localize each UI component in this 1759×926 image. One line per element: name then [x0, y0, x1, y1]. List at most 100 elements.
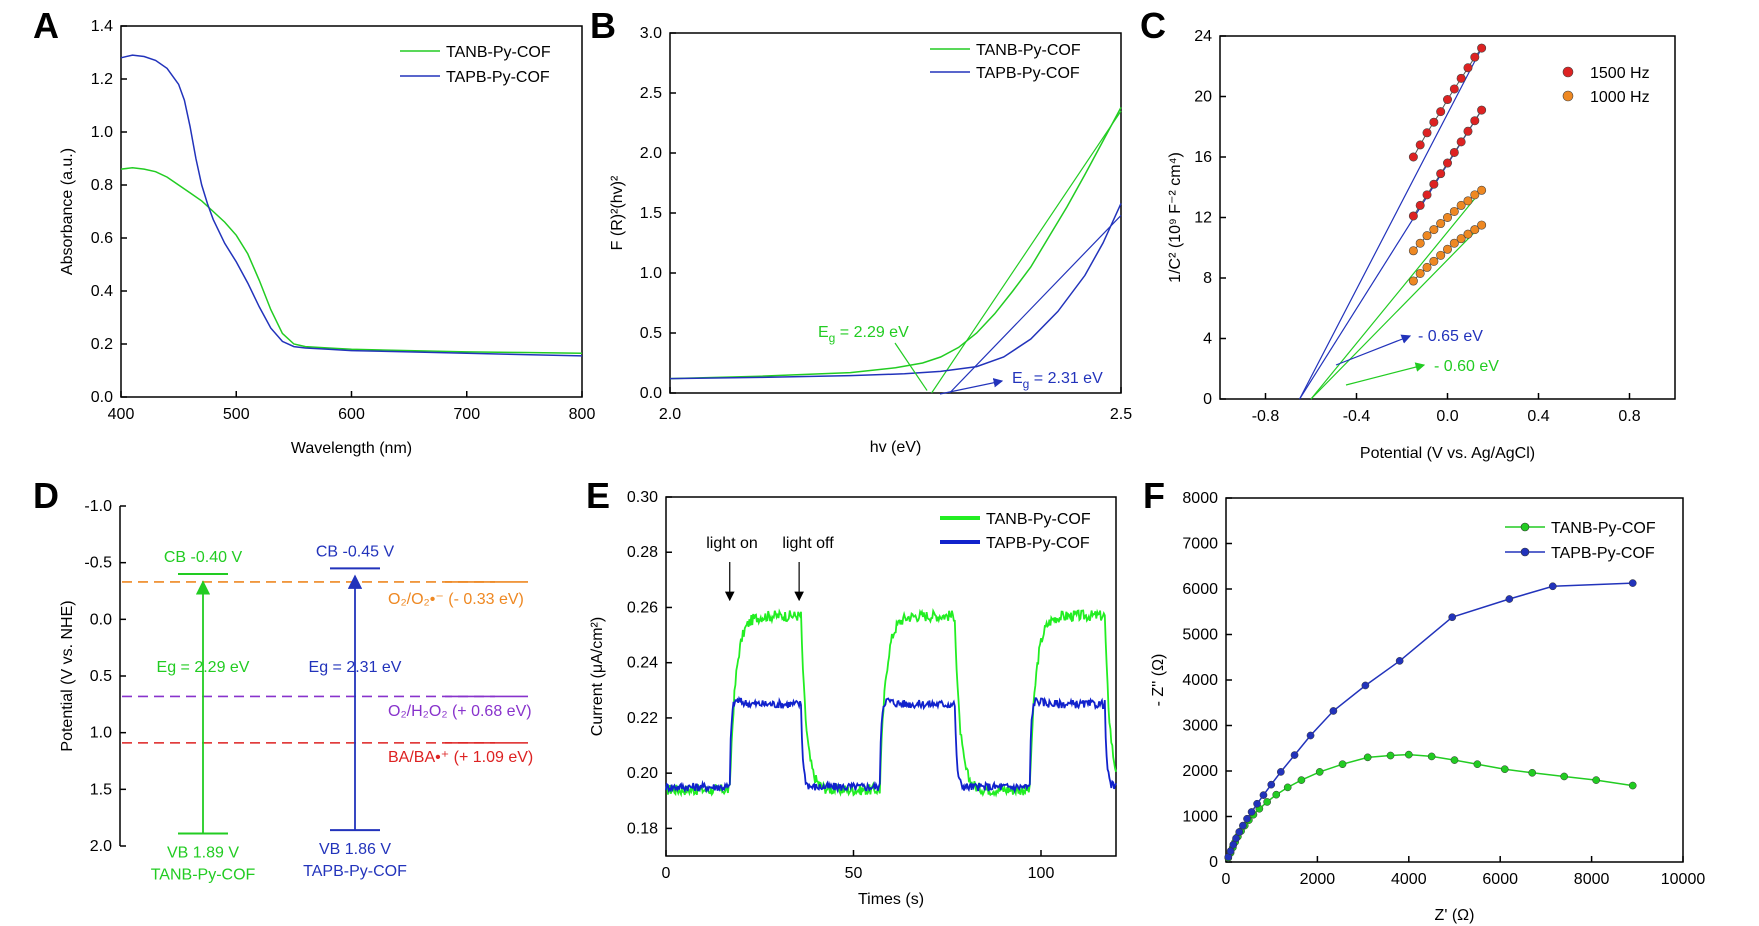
y-axis-label: 1/C² (10⁹ F⁻² cm⁴) [1167, 152, 1184, 283]
data-point-tapb-py-cof [1232, 834, 1240, 843]
legend-entry: TANB-Py-COF [940, 511, 1091, 528]
x-tick-label: 700 [453, 406, 480, 423]
data-point-tanb-py-cof [1386, 751, 1395, 760]
y-tick-label: 0.0 [91, 389, 113, 406]
series-line-tanb-py-cof [1227, 753, 1633, 859]
series-line-tapb-py-cof [665, 695, 1117, 795]
x-axis-label: Potential (V vs. Ag/AgCl) [1360, 445, 1535, 462]
data-point-tapb-py-cof [1329, 707, 1338, 715]
x-tick-label: 600 [338, 406, 365, 423]
legend-entry: TANB-Py-COF [930, 42, 1081, 59]
x-tick-label: 10000 [1661, 871, 1706, 888]
data-point-1000-hz [1449, 238, 1459, 248]
data-point-tapb-py-cof [1306, 731, 1315, 740]
legend-label: 1500 Hz [1590, 65, 1650, 82]
data-point-1000-hz [1463, 229, 1473, 239]
data-point-1000-hz [1429, 225, 1439, 235]
cof-name-label: TAPB-Py-COF [303, 863, 407, 880]
data-point-1000-hz [1415, 268, 1425, 278]
y-tick-label: 0.8 [91, 177, 113, 194]
eg-subscript: g [1023, 377, 1030, 391]
x-tick-label: 0.0 [1436, 408, 1458, 425]
data-point-1000-hz [1470, 190, 1480, 200]
redox-level-label: O₂/O₂•⁻ (- 0.33 eV) [388, 591, 524, 608]
y-tick-label: 1.0 [91, 124, 113, 141]
redox-level-label: O₂/H₂O₂ (+ 0.68 eV) [388, 703, 532, 720]
data-point-1000-hz [1477, 185, 1487, 195]
tapb-eg-label: Eg = 2.31 eV [1012, 370, 1103, 391]
data-point-1500-hz [1415, 140, 1425, 150]
legend-entry: TANB-Py-COF [400, 44, 551, 61]
data-point-1000-hz [1477, 220, 1487, 230]
legend-label: TAPB-Py-COF [446, 69, 550, 86]
y-axis-label: - Z'' (Ω) [1150, 654, 1167, 707]
y-axis-label: Potential (V vs. NHE) [59, 600, 76, 751]
legend-marker [1562, 66, 1574, 78]
data-point-1500-hz [1463, 126, 1473, 136]
y-tick-label: 7000 [1182, 536, 1218, 553]
y-tick-label: 1.2 [91, 71, 113, 88]
data-point-1500-hz [1456, 73, 1466, 83]
data-point-1500-hz [1408, 211, 1418, 221]
y-tick-label: 1000 [1182, 809, 1218, 826]
data-point-tapb-py-cof [1276, 768, 1285, 776]
data-point-1500-hz [1436, 107, 1446, 117]
data-point-1500-hz [1470, 116, 1480, 126]
flatband-tapb-label: - 0.65 eV [1418, 328, 1483, 345]
x-axis-label: hv (eV) [870, 439, 922, 456]
legend-entry: 1500 Hz [1562, 65, 1650, 82]
data-point-1500-hz [1436, 169, 1446, 179]
tangent-line [949, 214, 1122, 394]
y-axis-label: F (R)²(hv)² [609, 175, 626, 250]
y-tick-label: 0.30 [627, 489, 658, 506]
y-tick-label: 0.28 [627, 544, 658, 561]
tanb-eg-label: Eg = 2.29 eV [818, 324, 909, 345]
data-point-1500-hz [1429, 117, 1439, 127]
light-on-label: light on [706, 535, 758, 552]
legend-label: TANB-Py-COF [1551, 520, 1656, 537]
y-tick-label: 0 [1209, 854, 1218, 871]
x-tick-label: 500 [223, 406, 250, 423]
light-off-label: light off [782, 535, 834, 552]
data-point-tanb-py-cof [1500, 765, 1509, 774]
eg-label: Eg = 2.31 eV [309, 659, 402, 676]
panel-letter: B [590, 5, 616, 46]
data-point-1500-hz [1449, 84, 1459, 94]
data-point-tanb-py-cof [1363, 753, 1372, 762]
y-tick-label: 0.0 [640, 385, 662, 402]
data-point-1000-hz [1436, 219, 1446, 229]
legend-entry: TAPB-Py-COF [930, 65, 1080, 82]
data-point-tapb-py-cof [1290, 751, 1299, 759]
y-tick-label: 0.24 [627, 655, 658, 672]
legend-label: TANB-Py-COF [976, 42, 1081, 59]
y-axis-label: Absorbance (a.u.) [59, 148, 76, 275]
x-tick-label: 100 [1028, 865, 1055, 882]
y-tick-label: 4000 [1182, 672, 1218, 689]
y-tick-label: 0.20 [627, 765, 658, 782]
data-point-1000-hz [1422, 231, 1432, 241]
data-point-1000-hz [1456, 200, 1466, 210]
data-point-tanb-py-cof [1297, 776, 1306, 784]
eg-label: Eg = 2.29 eV [157, 659, 250, 676]
y-tick-label: 2.0 [640, 145, 662, 162]
y-axis-label: Current (μA/cm²) [589, 617, 606, 736]
data-point-1000-hz [1449, 206, 1459, 216]
y-tick-label: 0 [1203, 391, 1212, 408]
data-point-tapb-py-cof [1229, 840, 1238, 849]
y-tick-label: 12 [1194, 210, 1212, 227]
data-point-1500-hz [1415, 200, 1425, 210]
x-tick-label: 2000 [1300, 871, 1336, 888]
x-axis-label: Times (s) [858, 891, 924, 908]
panel-c-chart: C -0.8 -0.4 0.0 0.4 0.8 0 4 8 12 16 20 24 Potential (… [1140, 5, 1676, 462]
data-point-tanb-py-cof [1473, 760, 1482, 769]
y-tick-label: 6000 [1182, 581, 1218, 598]
series-line-tapb-py-cof [669, 203, 1122, 380]
y-tick-label: 8 [1203, 270, 1212, 287]
legend-entry: TAPB-Py-COF [940, 535, 1090, 552]
y-tick-label: 1.5 [640, 205, 662, 222]
data-point-tanb-py-cof [1450, 756, 1459, 764]
data-point-1000-hz [1429, 256, 1439, 266]
legend-label: 1000 Hz [1590, 89, 1650, 106]
data-point-1500-hz [1470, 52, 1480, 62]
panel-e-plot-frame [665, 496, 1117, 857]
